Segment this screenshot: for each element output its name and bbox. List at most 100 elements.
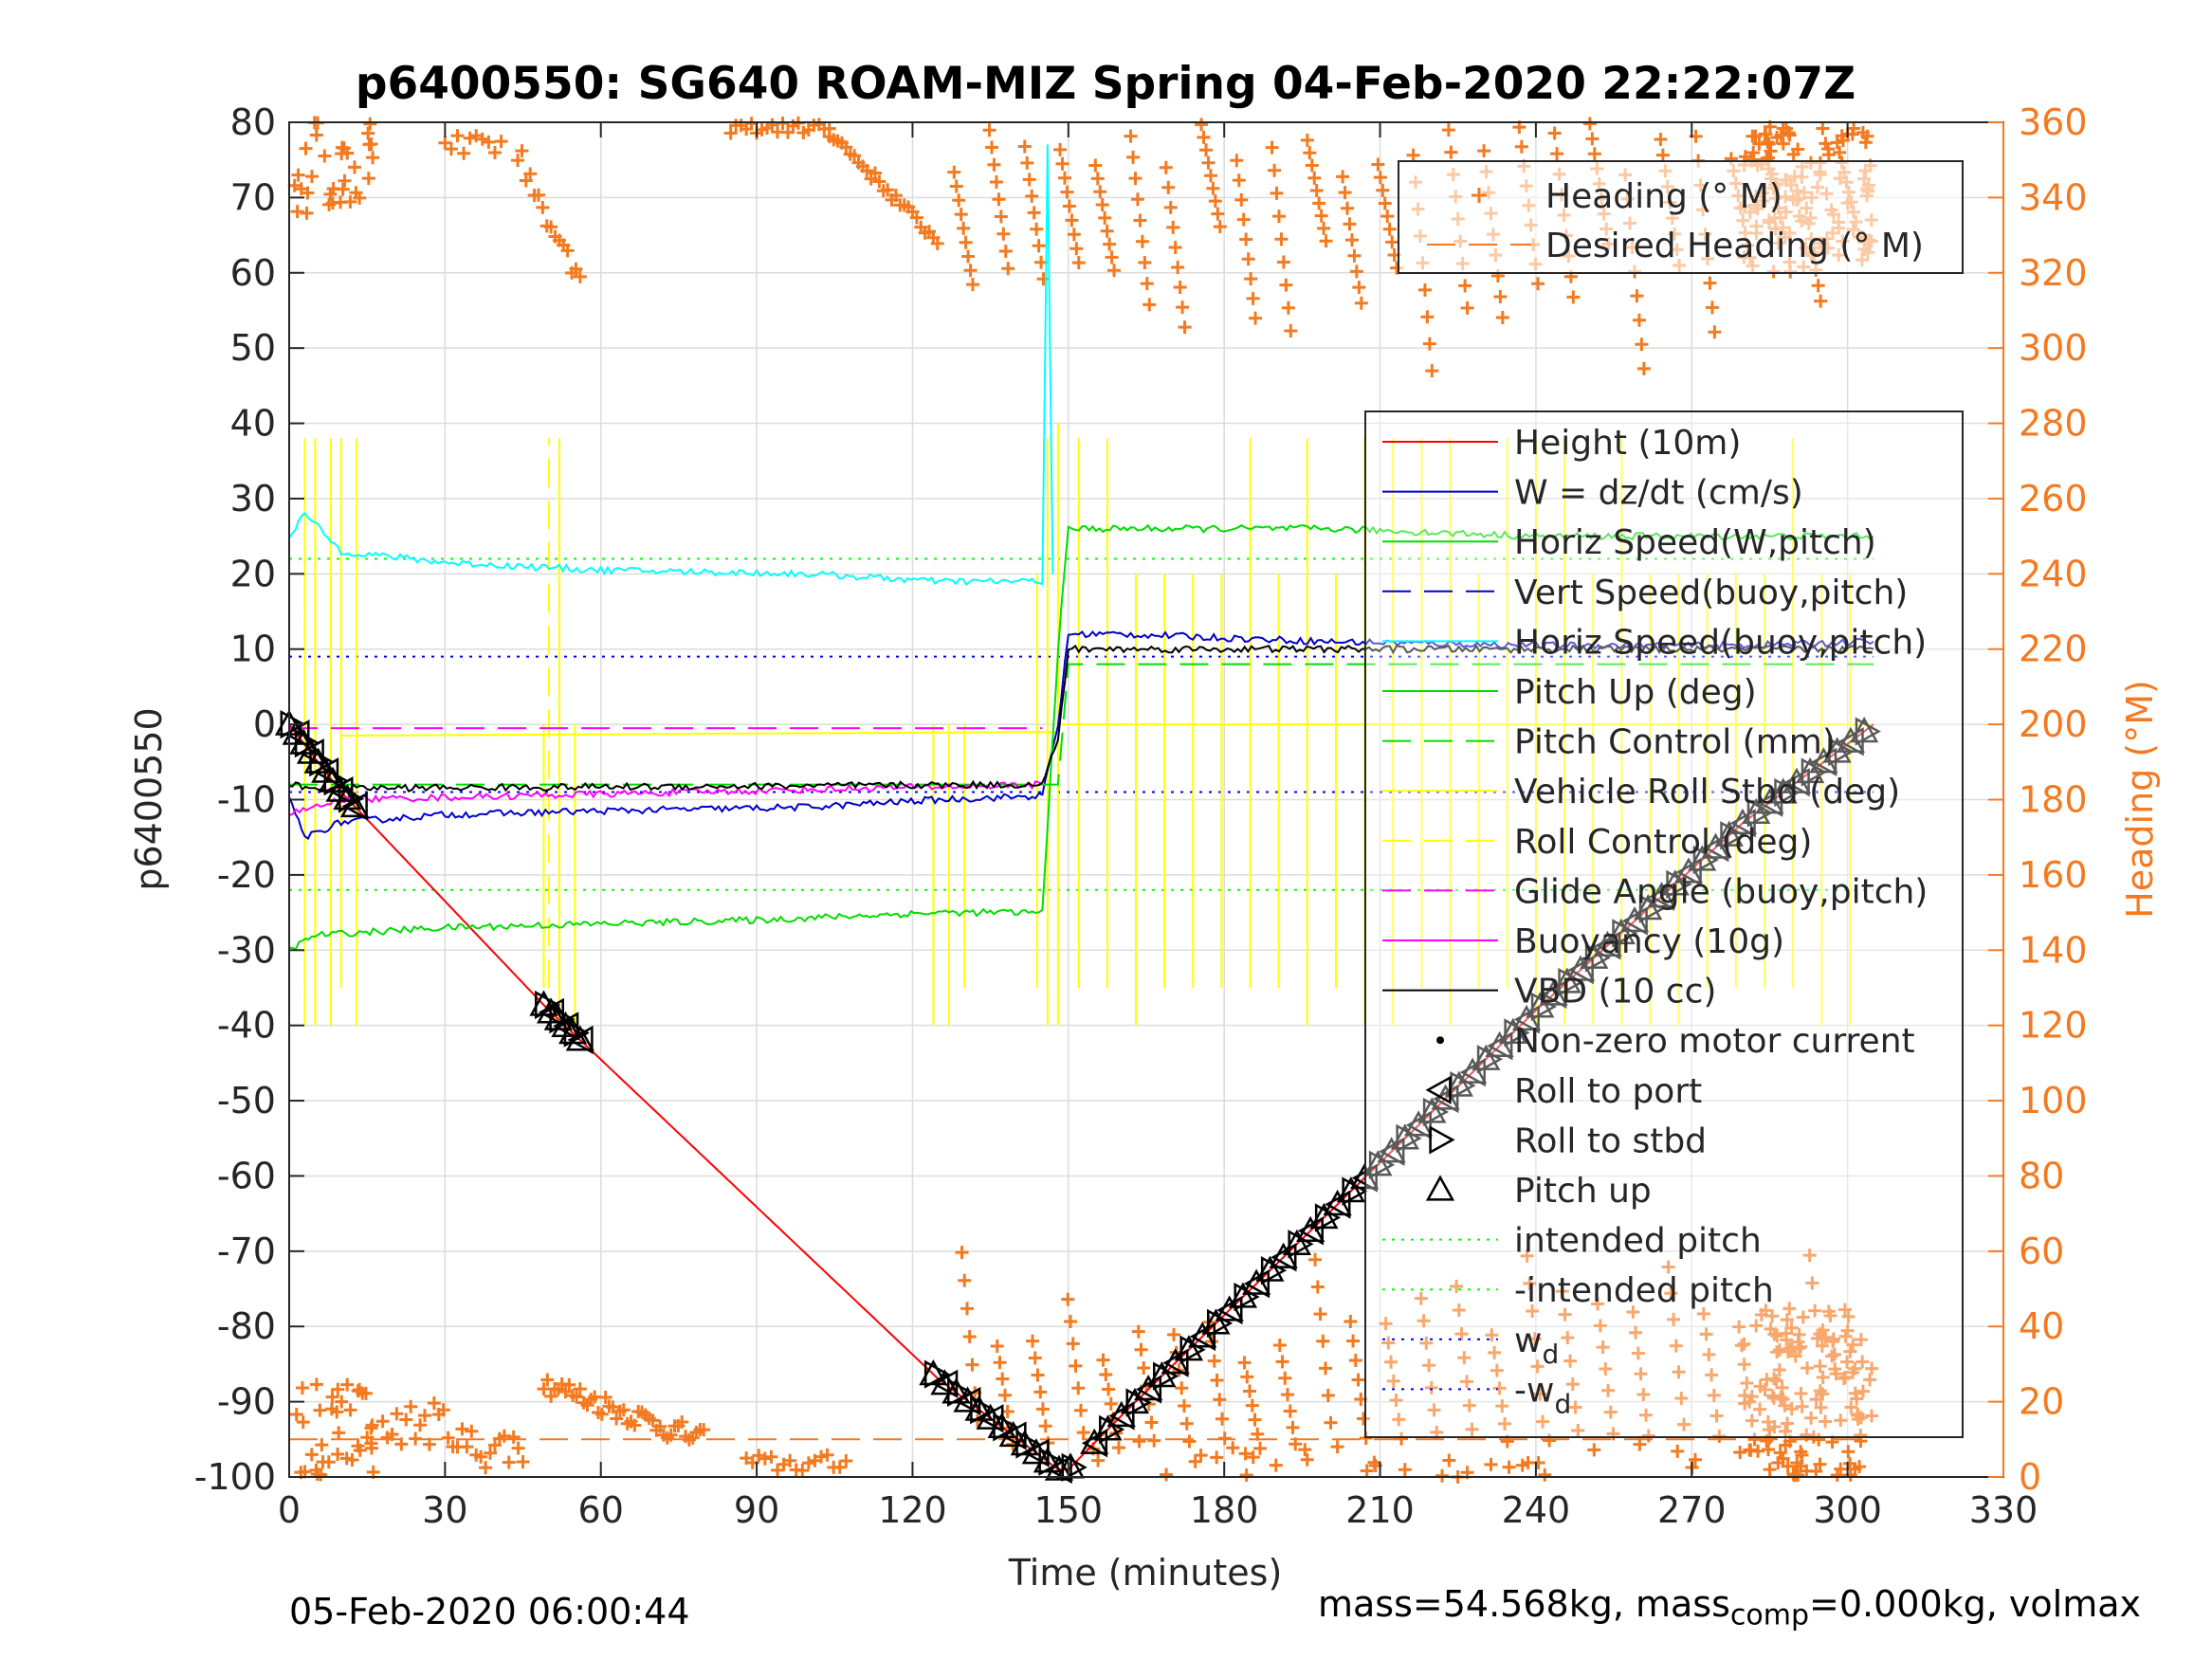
y2-tick-label: 40 [2019, 1305, 2064, 1347]
heading-marker [1386, 1374, 1400, 1388]
heading-marker [506, 1430, 521, 1444]
heading-marker [1514, 139, 1528, 154]
heading-marker [1733, 1446, 1747, 1460]
x-tick-label: 90 [734, 1489, 779, 1531]
heading-marker [1851, 1413, 1865, 1427]
heading-marker [1017, 139, 1032, 154]
y-tick-label: -30 [217, 929, 276, 971]
heading-marker [1057, 171, 1071, 185]
heading-marker [1753, 1379, 1767, 1394]
heading-marker [1091, 1453, 1106, 1468]
heading-marker [1677, 1417, 1691, 1431]
heading-marker [994, 210, 1008, 224]
heading-marker [1088, 158, 1103, 173]
legend-label: Height (10m) [1514, 424, 1741, 463]
heading-marker [315, 1438, 329, 1452]
heading-marker [1316, 1334, 1330, 1348]
heading-marker [1854, 1333, 1868, 1347]
heading-marker [394, 1437, 409, 1451]
heading-marker [1858, 136, 1873, 150]
legend-label: Vehicle Roll Stbd (deg) [1514, 773, 1900, 811]
marker-up [1255, 1255, 1285, 1282]
heading-marker [839, 1453, 853, 1468]
heading-marker [1213, 1393, 1227, 1407]
heading-marker [1495, 1399, 1509, 1413]
y-axis-label: p6400550 [128, 707, 170, 890]
y-tick-label: -100 [194, 1456, 276, 1498]
x-tick-label: 180 [1190, 1489, 1259, 1531]
marker-right [563, 1018, 590, 1048]
heading-marker [1754, 1307, 1768, 1322]
y-tick-label: -20 [217, 854, 276, 896]
heading-marker [1751, 1444, 1765, 1458]
heading-marker [1398, 1463, 1412, 1477]
marker-up [1010, 1429, 1039, 1456]
heading-marker [1160, 1468, 1174, 1482]
heading-marker [1073, 1403, 1088, 1417]
heading-marker [1286, 1420, 1300, 1434]
heading-marker [955, 1246, 969, 1260]
heading-marker [1066, 1337, 1080, 1351]
marker-left [312, 757, 339, 787]
heading-marker [1135, 234, 1149, 248]
heading-marker [1765, 1389, 1780, 1403]
marker-up [1033, 1447, 1063, 1473]
heading-marker [949, 179, 963, 193]
heading-marker [1498, 1416, 1512, 1431]
heading-marker [516, 1455, 530, 1469]
legend-heading-label: Desired Heading (° M) [1545, 227, 1924, 265]
y2-tick-label: 340 [2019, 176, 2088, 218]
heading-marker [1215, 1412, 1229, 1426]
heading-marker [1596, 1340, 1610, 1355]
heading-marker [1093, 185, 1107, 199]
heading-marker [544, 1389, 558, 1403]
heading-marker [1565, 1377, 1580, 1392]
heading-marker [1234, 192, 1249, 207]
marker-up [1417, 1097, 1447, 1123]
heading-marker [1773, 1342, 1787, 1357]
heading-marker [326, 181, 340, 195]
heading-marker [1538, 1468, 1552, 1482]
heading-marker [1819, 137, 1833, 151]
heading-marker [460, 1440, 474, 1454]
heading-marker [1349, 264, 1363, 279]
heading-marker [996, 227, 1011, 241]
heading-marker [1090, 172, 1105, 186]
marker-left [1595, 931, 1621, 960]
heading-marker [536, 200, 550, 214]
marker-left [1459, 1058, 1486, 1087]
heading-marker [358, 1386, 373, 1400]
heading-marker [1838, 1329, 1853, 1343]
heading-marker [1239, 1468, 1253, 1483]
heading-marker [309, 1377, 323, 1392]
heading-marker [364, 1421, 378, 1435]
heading-marker [450, 129, 465, 143]
heading-marker [1283, 1404, 1297, 1418]
heading-marker [1688, 1452, 1702, 1467]
heading-marker [954, 208, 968, 222]
heading-marker [1740, 1376, 1754, 1390]
heading-marker [1779, 1438, 1793, 1452]
y-tick-label: 70 [230, 176, 276, 218]
heading-marker [1746, 129, 1760, 143]
heading-marker [801, 1456, 815, 1470]
heading-marker [295, 1380, 309, 1395]
heading-marker [1523, 1276, 1537, 1290]
marker-up [1336, 1176, 1365, 1203]
heading-marker [1776, 137, 1790, 151]
heading-marker [1324, 1415, 1338, 1430]
heading-marker [1776, 1393, 1790, 1407]
heading-marker [598, 1391, 612, 1405]
marker-left [283, 719, 310, 749]
heading-marker [1060, 185, 1074, 199]
legend-label: Roll Control (deg) [1514, 823, 1812, 862]
heading-marker [1105, 250, 1119, 264]
heading-marker [1378, 196, 1392, 210]
heading-marker [1236, 212, 1251, 227]
y2-tick-label: 320 [2019, 252, 2088, 294]
heading-marker [1786, 147, 1801, 161]
heading-marker [1346, 1334, 1361, 1348]
heading-marker [1749, 1319, 1764, 1333]
heading-marker [1138, 255, 1152, 269]
x-axis-label: Time (minutes) [1008, 1552, 1283, 1594]
